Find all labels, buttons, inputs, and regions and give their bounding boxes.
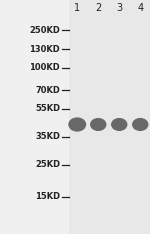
Text: 100KD: 100KD — [29, 63, 60, 72]
Text: 70KD: 70KD — [35, 86, 60, 95]
Text: 55KD: 55KD — [35, 104, 60, 113]
Text: 130KD: 130KD — [29, 45, 60, 54]
Text: 250KD: 250KD — [29, 26, 60, 35]
Bar — [69, 0, 150, 234]
Text: 35KD: 35KD — [35, 132, 60, 141]
Text: 2: 2 — [95, 3, 101, 13]
Ellipse shape — [69, 118, 85, 131]
Text: 15KD: 15KD — [35, 192, 60, 201]
Ellipse shape — [91, 119, 106, 130]
Text: 3: 3 — [116, 3, 122, 13]
Bar — [0, 0, 69, 234]
Ellipse shape — [112, 119, 127, 130]
Text: 25KD: 25KD — [35, 161, 60, 169]
Text: 1: 1 — [74, 3, 80, 13]
Ellipse shape — [133, 119, 148, 130]
Text: 4: 4 — [137, 3, 143, 13]
